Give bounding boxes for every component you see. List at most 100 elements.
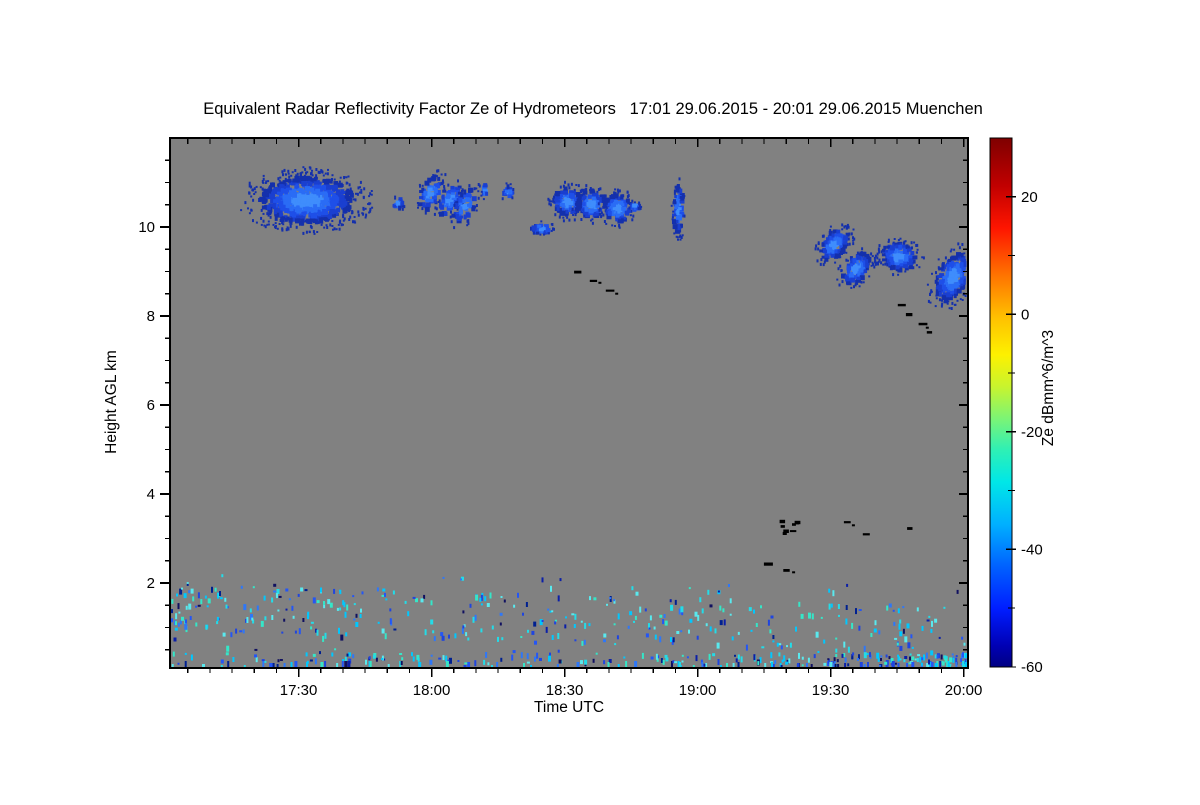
cloud-echo-pixel [929,293,931,296]
speckle-echo [171,598,174,604]
cloud-echo-pixel [555,204,560,208]
cloud-echo-pixel [330,200,336,206]
cloud-echo-pixel [583,195,587,200]
cloud-echo-pixel [270,182,275,188]
speckle-echo [323,601,325,605]
cloud-echo-pixel [285,228,288,232]
speckle-echo [467,662,471,667]
speckle-echo [324,661,327,667]
black-dot [598,281,602,284]
cloud-echo-pixel [845,232,850,237]
cloud-echo-pixel [353,216,356,218]
speckle-echo [943,606,946,609]
speckle-echo [595,652,598,655]
cloud-echo-pixel [467,219,470,223]
cloud-echo-pixel [315,174,318,178]
cloud-echo-pixel [300,218,305,224]
echo-region-cirrus-4a [480,183,489,201]
cloud-echo-pixel [481,185,487,191]
speckle-echo [896,642,899,646]
cloud-echo-pixel [480,194,483,197]
cloud-echo-pixel [282,223,285,226]
speckle-echo [554,619,557,622]
speckle-echo [939,661,942,667]
cloud-echo-pixel [348,205,352,210]
speckle-echo [314,658,317,665]
cloud-echo-pixel [886,257,890,262]
speckle-echo [316,629,319,636]
cloud-echo-pixel [884,262,887,266]
cloud-echo-pixel [961,299,964,301]
cloud-echo-pixel [840,234,845,238]
speckle-echo [411,652,413,657]
cloud-echo-pixel [679,234,682,238]
speckle-echo [962,661,966,667]
cloud-echo-pixel [848,242,851,246]
cloud-echo-pixel [683,214,686,218]
cloud-echo-pixel [462,204,466,210]
speckle-echo [240,585,243,589]
cloud-echo-pixel [671,218,674,221]
cloud-echo-pixel [469,189,474,193]
speckle-echo [898,623,901,630]
cloud-echo-pixel [830,241,834,245]
cloud-echo-pixel [301,181,307,186]
cloud-echo-pixel [953,303,956,306]
cloud-echo-pixel [283,168,286,172]
cloud-echo-pixel [894,253,898,258]
cloud-echo-pixel [881,253,886,257]
y-tick-label: 6 [147,397,155,414]
speckle-echo [497,636,499,642]
cloud-echo-pixel [929,301,932,304]
cloud-echo-pixel [888,262,892,267]
cloud-echo-pixel [268,203,274,209]
speckle-echo [680,630,683,633]
cloud-echo-pixel [627,207,632,213]
cloud-echo-pixel [836,278,839,281]
speckle-echo [644,608,647,612]
speckle-echo [523,663,525,667]
cloud-echo-pixel [632,203,638,208]
cloud-echo-pixel [935,291,941,297]
cloud-echo-pixel [583,214,586,218]
speckle-echo [517,592,519,598]
cloud-echo-pixel [283,215,288,219]
cloud-echo-pixel [600,216,603,219]
cloud-echo-pixel [319,185,323,189]
echo-region-cirrus-6 [547,180,636,229]
cloud-echo-pixel [319,208,323,212]
speckle-echo [837,664,840,667]
speckle-echo [955,655,958,658]
cloud-echo-pixel [873,265,876,269]
black-dash [897,303,906,307]
speckle-echo [670,604,674,611]
cloud-echo-pixel [631,218,634,222]
cloud-echo-pixel [606,208,611,212]
speckle-echo [353,618,356,621]
speckle-echo [810,664,813,667]
plot-border [169,137,969,669]
speckle-echo [423,594,426,599]
speckle-echo [344,661,348,667]
speckle-echo [863,645,866,652]
cloud-echo-pixel [326,186,331,190]
cloud-echo-pixel [554,193,557,196]
speckle-echo [584,622,587,629]
cloud-echo-pixel [843,235,848,240]
speckle-echo [300,587,304,592]
cloud-echo-pixel [559,185,562,189]
cloud-echo-pixel [907,261,911,265]
cloud-echo-pixel [941,284,946,290]
cloud-echo-pixel [918,266,921,269]
cloud-echo-pixel [674,195,679,198]
cloud-echo-pixel [281,221,284,225]
cloud-echo-pixel [677,207,682,211]
cloud-echo-pixel [618,189,621,193]
cloud-echo-pixel [829,229,832,232]
speckle-echo [748,607,752,612]
speckle-echo [764,663,767,667]
speckle-echo [272,663,275,667]
cloud-echo-pixel [595,199,599,204]
cloud-echo-pixel [860,281,863,284]
speckle-echo [877,657,880,662]
